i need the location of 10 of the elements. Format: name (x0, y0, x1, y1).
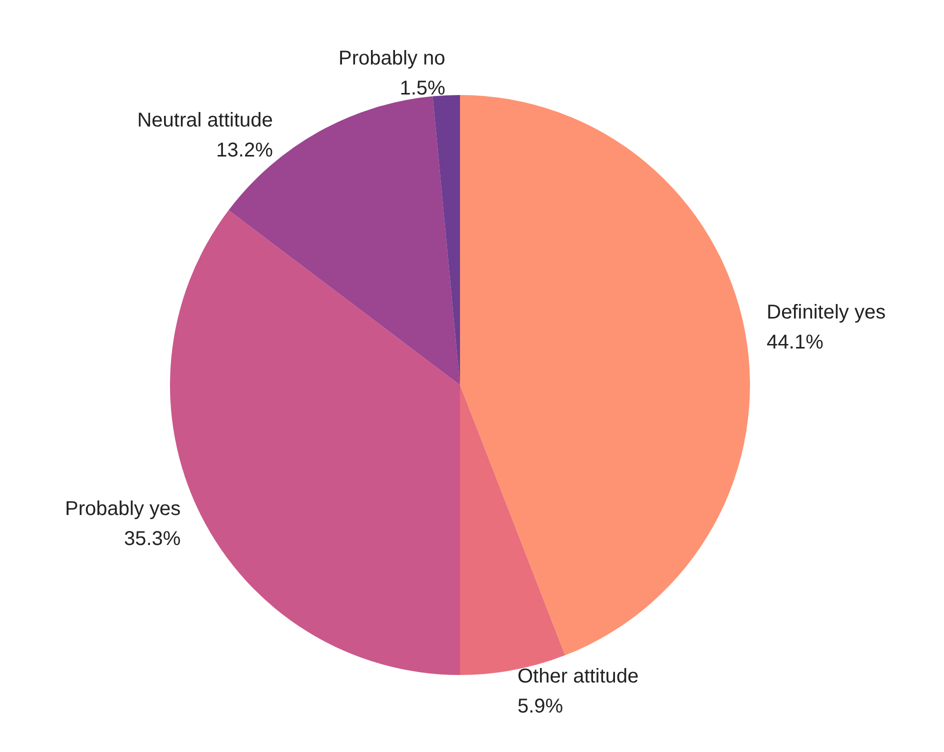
slice-label: Definitely yes (766, 302, 886, 324)
slice-label: Probably no (338, 47, 446, 70)
slice-label: Other attitude (518, 666, 639, 688)
data-label: 35.3% (124, 528, 181, 550)
data-label: 13.2% (216, 139, 274, 162)
data-label: 5.9% (518, 696, 564, 718)
data-label: 44.1% (766, 332, 824, 354)
data-label: 1.5% (400, 77, 446, 100)
slice-label: Neutral attitude (137, 109, 273, 132)
slice-label: Probably yes (65, 498, 181, 520)
